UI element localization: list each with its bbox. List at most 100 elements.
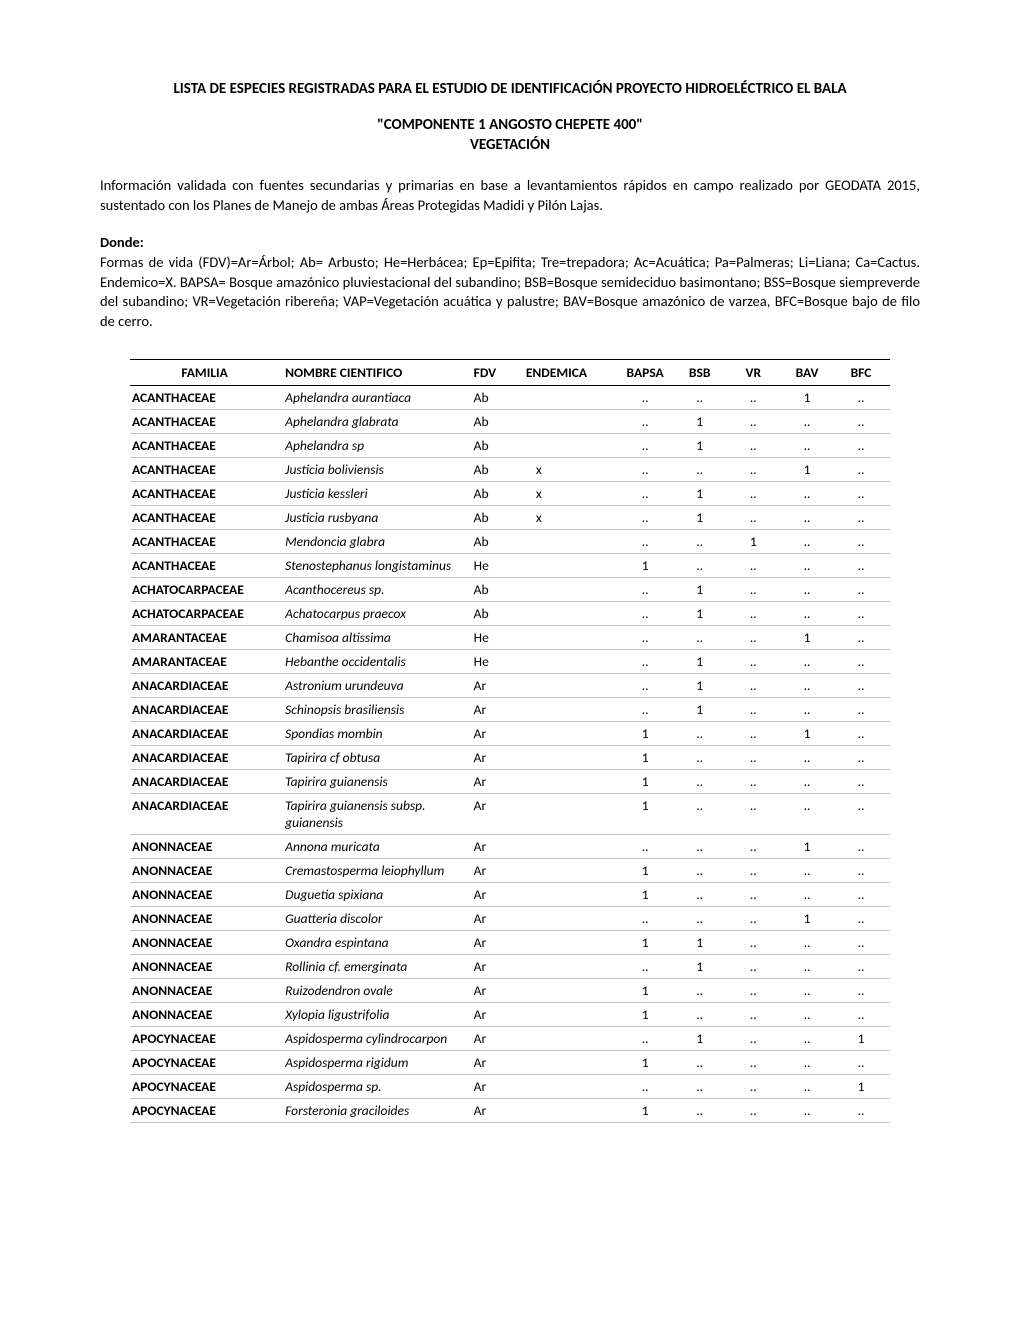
cell-bav: 1 [782, 722, 836, 746]
cell-endemica [524, 770, 620, 794]
cell-bapsa: 1 [620, 1051, 675, 1075]
cell-bfc: .. [836, 410, 890, 434]
cell-endemica [524, 650, 620, 674]
cell-bav: .. [782, 650, 836, 674]
cell-vr: .. [729, 859, 782, 883]
cell-familia: APOCYNACEAE [130, 1099, 283, 1123]
cell-vr: .. [729, 746, 782, 770]
cell-endemica [524, 979, 620, 1003]
cell-vr: .. [729, 955, 782, 979]
cell-bapsa: .. [620, 907, 675, 931]
cell-bav: .. [782, 1099, 836, 1123]
table-row: ACHATOCARPACEAEAchatocarpus praecoxAb..1… [130, 602, 890, 626]
cell-endemica [524, 554, 620, 578]
cell-bav: .. [782, 674, 836, 698]
cell-vr: .. [729, 835, 782, 859]
cell-endemica [524, 931, 620, 955]
cell-fdv: He [472, 626, 524, 650]
cell-bapsa: 1 [620, 859, 675, 883]
cell-nombre: Aphelandra sp [283, 434, 472, 458]
cell-endemica [524, 626, 620, 650]
table-row: ANACARDIACEAESchinopsis brasiliensisAr..… [130, 698, 890, 722]
cell-bapsa: .. [620, 835, 675, 859]
cell-familia: ANONNACEAE [130, 883, 283, 907]
cell-nombre: Hebanthe occidentalis [283, 650, 472, 674]
cell-fdv: Ar [472, 770, 524, 794]
cell-nombre: Aspidosperma rigidum [283, 1051, 472, 1075]
cell-fdv: Ab [472, 386, 524, 410]
table-row: ACANTHACEAEJusticia boliviensisAbx......… [130, 458, 890, 482]
cell-bsb: .. [675, 979, 729, 1003]
cell-bav: .. [782, 506, 836, 530]
cell-familia: ANONNACEAE [130, 979, 283, 1003]
cell-fdv: Ar [472, 955, 524, 979]
cell-bsb: 1 [675, 434, 729, 458]
cell-familia: ACANTHACEAE [130, 482, 283, 506]
cell-familia: ACHATOCARPACEAE [130, 578, 283, 602]
cell-bfc: .. [836, 979, 890, 1003]
table-row: ANONNACEAEDuguetia spixianaAr1........ [130, 883, 890, 907]
cell-fdv: Ab [472, 578, 524, 602]
cell-endemica [524, 859, 620, 883]
cell-bapsa: .. [620, 458, 675, 482]
table-row: ACANTHACEAEAphelandra glabrataAb..1.....… [130, 410, 890, 434]
cell-bav: 1 [782, 907, 836, 931]
cell-bav: .. [782, 931, 836, 955]
cell-familia: ACANTHACEAE [130, 434, 283, 458]
cell-nombre: Schinopsis brasiliensis [283, 698, 472, 722]
col-familia: FAMILIA [130, 360, 283, 386]
cell-vr: .. [729, 602, 782, 626]
cell-bapsa: .. [620, 578, 675, 602]
cell-bapsa: .. [620, 698, 675, 722]
cell-bsb: 1 [675, 482, 729, 506]
cell-bav: .. [782, 434, 836, 458]
col-bsb: BSB [675, 360, 729, 386]
cell-bfc: .. [836, 722, 890, 746]
cell-familia: APOCYNACEAE [130, 1027, 283, 1051]
cell-bav: 1 [782, 386, 836, 410]
cell-vr: .. [729, 434, 782, 458]
intro-paragraph: Información validada con fuentes secunda… [100, 176, 920, 215]
cell-bapsa: .. [620, 434, 675, 458]
cell-nombre: Aphelandra aurantiaca [283, 386, 472, 410]
cell-bapsa: 1 [620, 1099, 675, 1123]
cell-bapsa: .. [620, 1075, 675, 1099]
cell-vr: .. [729, 458, 782, 482]
table-row: ANACARDIACEAEAstronium urundeuvaAr..1...… [130, 674, 890, 698]
cell-nombre: Cremastosperma leiophyllum [283, 859, 472, 883]
table-row: ACANTHACEAEAphelandra spAb..1...... [130, 434, 890, 458]
cell-endemica: x [524, 458, 620, 482]
cell-nombre: Spondias mombin [283, 722, 472, 746]
cell-nombre: Aspidosperma sp. [283, 1075, 472, 1099]
table-row: AMARANTACEAEChamisoa altissimaHe......1.… [130, 626, 890, 650]
cell-bav: .. [782, 602, 836, 626]
cell-familia: APOCYNACEAE [130, 1075, 283, 1099]
cell-familia: ANACARDIACEAE [130, 722, 283, 746]
table-row: ANONNACEAERollinia cf. emerginataAr..1..… [130, 955, 890, 979]
cell-fdv: Ar [472, 674, 524, 698]
cell-endemica [524, 1099, 620, 1123]
cell-bsb: 1 [675, 602, 729, 626]
cell-endemica [524, 835, 620, 859]
cell-bav: .. [782, 883, 836, 907]
cell-familia: APOCYNACEAE [130, 1051, 283, 1075]
table-row: ACHATOCARPACEAEAcanthocereus sp.Ab..1...… [130, 578, 890, 602]
col-fdv: FDV [472, 360, 524, 386]
cell-nombre: Oxandra espintana [283, 931, 472, 955]
cell-familia: AMARANTACEAE [130, 626, 283, 650]
cell-nombre: Guatteria discolor [283, 907, 472, 931]
cell-bfc: .. [836, 859, 890, 883]
cell-endemica [524, 578, 620, 602]
cell-endemica [524, 410, 620, 434]
document-title: LISTA DE ESPECIES REGISTRADAS PARA EL ES… [100, 80, 920, 98]
cell-bsb: 1 [675, 650, 729, 674]
cell-vr: .. [729, 650, 782, 674]
cell-familia: ANONNACEAE [130, 931, 283, 955]
cell-bav: .. [782, 578, 836, 602]
cell-vr: .. [729, 883, 782, 907]
cell-bapsa: .. [620, 955, 675, 979]
cell-bfc: .. [836, 1051, 890, 1075]
cell-vr: .. [729, 907, 782, 931]
table-row: ANONNACEAERuizodendron ovaleAr1........ [130, 979, 890, 1003]
cell-bav: .. [782, 698, 836, 722]
